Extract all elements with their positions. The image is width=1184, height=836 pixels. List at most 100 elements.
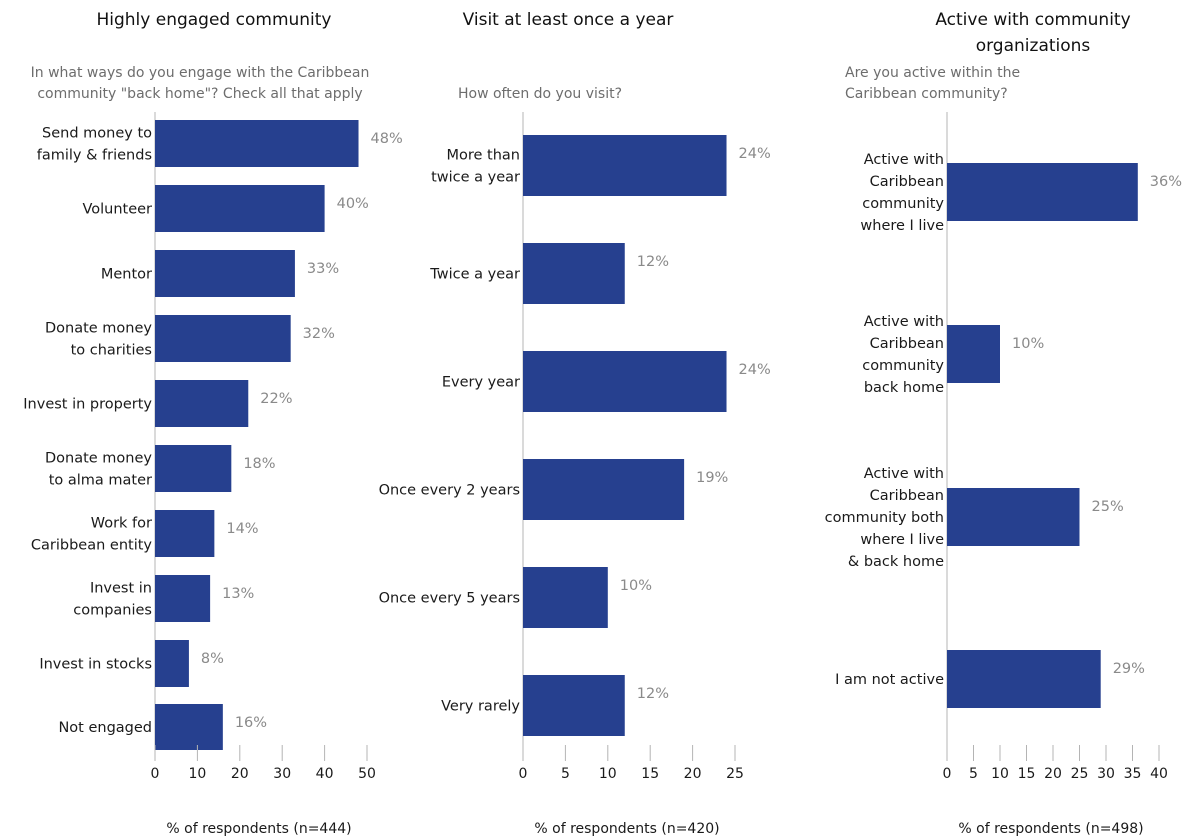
category-label: More than [446, 148, 520, 164]
x-tick-label: 25 [1071, 766, 1089, 782]
category-label: Twice a year [429, 267, 520, 283]
value-label: 24% [739, 146, 771, 162]
category-label: Active with [864, 314, 944, 330]
chart-title: Visit at least once a year [463, 10, 674, 30]
category-label: & back home [848, 554, 944, 570]
bar [523, 675, 625, 736]
bar [523, 135, 727, 196]
category-label: Invest in [90, 581, 152, 597]
category-label: Active with [864, 152, 944, 168]
category-label: Volunteer [82, 202, 152, 218]
x-tick-label: 35 [1124, 766, 1142, 782]
value-label: 29% [1113, 661, 1145, 677]
x-tick-label: 0 [519, 766, 528, 782]
bar [155, 315, 291, 362]
x-tick-label: 5 [969, 766, 978, 782]
chart-subtitle: community "back home"? Check all that ap… [37, 86, 362, 102]
x-axis-label: % of respondents (n=498) [958, 821, 1143, 836]
category-label: Active with [864, 466, 944, 482]
x-tick-label: 5 [561, 766, 570, 782]
category-label: Mentor [101, 267, 152, 283]
bar [947, 325, 1000, 383]
category-label: Not engaged [58, 720, 152, 736]
value-label: 18% [243, 456, 275, 472]
value-label: 14% [226, 521, 258, 537]
category-label: Send money to [42, 126, 152, 142]
x-tick-label: 10 [188, 766, 206, 782]
bar [155, 380, 249, 427]
value-label: 13% [222, 586, 254, 602]
category-label: to alma mater [49, 473, 152, 489]
bar [155, 510, 215, 557]
bar [947, 650, 1101, 708]
chart-panel-3: Active with community organizations Are yo… [825, 10, 1182, 836]
x-tick-label: 25 [726, 766, 744, 782]
bar [523, 351, 727, 412]
category-label: Very rarely [441, 699, 520, 715]
value-label: 36% [1150, 174, 1182, 190]
chart-panel-1: Highly engaged community In what ways do … [23, 10, 402, 836]
chart-title: organizations [976, 36, 1091, 56]
value-label: 10% [620, 578, 652, 594]
category-label: companies [73, 603, 152, 619]
category-label: I am not active [835, 672, 944, 688]
value-label: 12% [637, 254, 669, 270]
value-label: 33% [307, 261, 339, 277]
category-label: twice a year [431, 170, 520, 186]
chart-subtitle: In what ways do you engage with the Cari… [31, 65, 370, 81]
category-label: family & friends [37, 148, 152, 164]
bar [155, 704, 223, 750]
x-tick-label: 40 [316, 766, 334, 782]
category-label: Caribbean [870, 488, 944, 504]
value-label: 25% [1092, 499, 1124, 515]
category-label: Caribbean [870, 336, 944, 352]
category-label: community [862, 196, 944, 212]
bar [155, 185, 325, 232]
value-label: 24% [739, 362, 771, 378]
category-label: Caribbean [870, 174, 944, 190]
x-tick-label: 30 [1097, 766, 1115, 782]
x-tick-label: 10 [991, 766, 1009, 782]
value-label: 40% [337, 196, 369, 212]
chart-subtitle: Caribbean community? [845, 86, 1008, 102]
category-label: community [862, 358, 944, 374]
category-label: to charities [71, 343, 152, 359]
x-axis-label: % of respondents (n=420) [534, 821, 719, 836]
bar [523, 567, 608, 628]
bar [155, 575, 211, 622]
category-label: Invest in stocks [39, 657, 152, 673]
category-label: Once every 5 years [379, 591, 520, 607]
category-label: Invest in property [23, 397, 152, 413]
value-label: 8% [201, 651, 224, 667]
bar [155, 445, 232, 492]
x-tick-label: 20 [1044, 766, 1062, 782]
x-tick-label: 50 [358, 766, 376, 782]
x-tick-label: 10 [599, 766, 617, 782]
chart-title: Active with community [935, 10, 1130, 30]
category-label: community both [825, 510, 944, 526]
x-axis-label: % of respondents (n=444) [166, 821, 351, 836]
value-label: 19% [696, 470, 728, 486]
category-label: Every year [442, 375, 520, 391]
bar [947, 163, 1138, 221]
category-label: Donate money [45, 321, 152, 337]
value-label: 10% [1012, 336, 1044, 352]
x-tick-label: 30 [273, 766, 291, 782]
value-label: 12% [637, 686, 669, 702]
bar [523, 243, 625, 304]
bar [947, 488, 1080, 546]
x-tick-label: 20 [684, 766, 702, 782]
category-label: Donate money [45, 451, 152, 467]
category-label: back home [864, 380, 944, 396]
category-label: Caribbean entity [31, 538, 153, 554]
value-label: 16% [235, 715, 267, 731]
x-tick-label: 0 [943, 766, 952, 782]
value-label: 48% [371, 131, 403, 147]
bar [523, 459, 685, 520]
category-label: Once every 2 years [379, 483, 520, 499]
x-tick-label: 0 [151, 766, 160, 782]
x-tick-label: 15 [1018, 766, 1036, 782]
chart-subtitle: Are you active within the [845, 65, 1020, 81]
x-tick-label: 15 [641, 766, 659, 782]
bar [155, 120, 359, 167]
